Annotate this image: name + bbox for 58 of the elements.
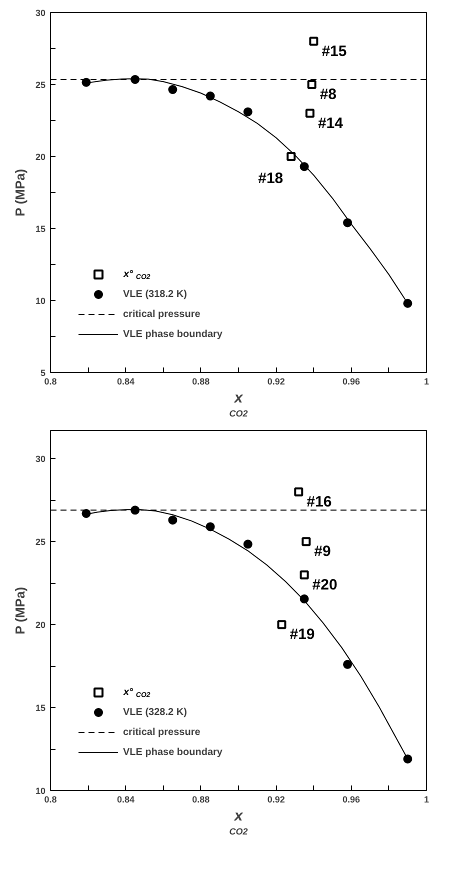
point [343, 660, 352, 669]
point [168, 516, 178, 525]
point [286, 152, 296, 161]
point [305, 108, 314, 118]
legend-label: critical pressure [123, 308, 200, 320]
annotation: #9 [314, 543, 331, 560]
annotation: #15 [322, 42, 347, 60]
y-tick-label: 30 [35, 454, 46, 464]
annotation: #18 [258, 170, 284, 187]
x-tick-label: 1 [424, 794, 430, 804]
y-tick-label: 20 [35, 620, 46, 630]
x-axis-title: xCO2 [229, 808, 248, 836]
annotation: #14 [318, 114, 344, 132]
x-tick-label: 0.8 [44, 794, 57, 804]
y-axis-title: P (MPa) [12, 586, 28, 634]
x-tick-label: 0.92 [267, 376, 285, 386]
point [403, 754, 412, 764]
x-tick-label: 0.92 [267, 794, 285, 804]
y-tick-label: 10 [35, 786, 46, 796]
y-tick-label: 20 [35, 152, 46, 162]
legend-label: VLE phase boundary [123, 328, 222, 340]
point [309, 36, 318, 46]
point [302, 537, 311, 546]
annotation: #8 [320, 86, 337, 103]
y-tick-label: 25 [35, 80, 46, 90]
x-tick-label: 1 [424, 376, 430, 386]
y-tick-label: 10 [35, 296, 46, 306]
y-tick-label: 5 [40, 368, 46, 378]
point [307, 80, 316, 89]
annotation: #20 [312, 576, 338, 594]
legend-label: VLE (328.2 K) [123, 706, 187, 718]
y-tick-label: 15 [35, 224, 46, 234]
point [82, 78, 91, 87]
x-tick-label: 0.88 [192, 794, 210, 804]
x-tick-label: 0.96 [342, 376, 360, 386]
point [82, 508, 91, 518]
x-tick-label: 0.96 [342, 794, 360, 804]
annotation: #16 [306, 493, 332, 510]
legend-label: VLE (318.2 K) [123, 288, 187, 300]
point [294, 487, 304, 496]
y-tick-label: 30 [35, 8, 46, 18]
x-tick-label: 0.8 [44, 376, 57, 386]
point [300, 570, 309, 580]
point [243, 107, 252, 116]
annotation: #19 [290, 626, 315, 644]
point [403, 298, 412, 308]
point [277, 620, 286, 630]
point [243, 540, 252, 549]
x-axis-title: xCO2 [229, 390, 248, 418]
x-tick-label: 0.88 [192, 376, 210, 386]
legend-label: VLE phase boundary [123, 746, 222, 758]
x-tick-label: 0.84 [116, 794, 134, 804]
point [168, 85, 178, 94]
x-tick-label: 0.84 [116, 376, 134, 386]
y-axis-title: P (MPa) [12, 168, 28, 216]
legend-label: critical pressure [123, 726, 200, 738]
y-tick-label: 25 [35, 537, 46, 548]
y-tick-label: 15 [35, 703, 46, 714]
